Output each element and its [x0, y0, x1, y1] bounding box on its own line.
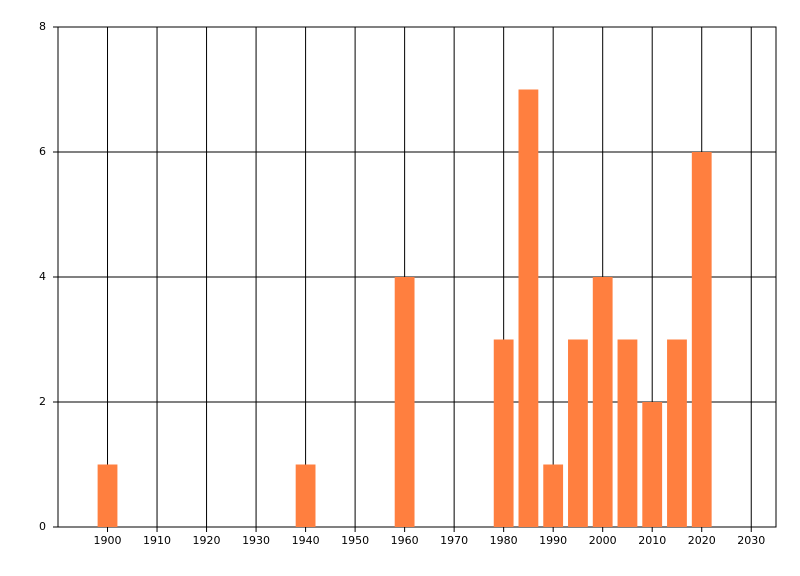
x-tick-label: 1950 — [341, 534, 369, 547]
x-tick-label: 1970 — [440, 534, 468, 547]
bar — [543, 464, 564, 527]
x-tick-label: 1910 — [143, 534, 171, 547]
bar — [568, 339, 588, 527]
x-tick-label: 1990 — [539, 534, 567, 547]
x-tick-label: 2020 — [688, 534, 716, 547]
x-tick-label: 1900 — [94, 534, 122, 547]
y-tick-label: 0 — [39, 520, 46, 533]
y-tick-label: 6 — [39, 145, 46, 158]
bar — [493, 339, 514, 527]
bar — [691, 152, 712, 527]
bar — [295, 464, 316, 527]
bar — [642, 402, 663, 527]
y-tick-label: 8 — [39, 20, 46, 33]
bar — [617, 339, 638, 527]
x-tick-label: 1920 — [193, 534, 221, 547]
x-tick-label: 2010 — [638, 534, 666, 547]
bar — [592, 277, 613, 527]
x-tick-label: 1980 — [490, 534, 518, 547]
x-tick-label: 1960 — [391, 534, 419, 547]
bar — [97, 464, 118, 527]
x-tick-label: 1940 — [292, 534, 320, 547]
y-tick-label: 4 — [39, 270, 46, 283]
bar — [667, 339, 687, 527]
bar — [394, 277, 415, 527]
x-tick-label: 1930 — [242, 534, 270, 547]
x-tick-label: 2030 — [737, 534, 765, 547]
x-tick-label: 2000 — [589, 534, 617, 547]
y-tick-label: 2 — [39, 395, 46, 408]
bar — [518, 89, 539, 527]
